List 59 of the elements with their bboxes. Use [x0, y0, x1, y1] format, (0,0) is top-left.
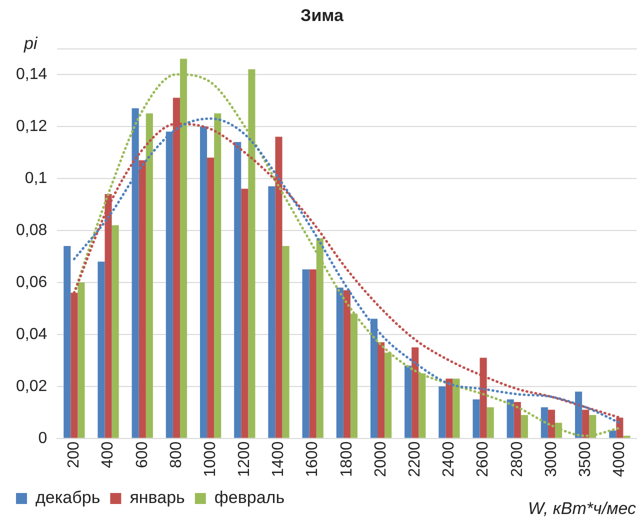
bar — [336, 288, 344, 438]
y-tick-label: 0,1 — [24, 170, 48, 187]
legend-label: январь — [130, 488, 186, 508]
bar — [609, 430, 616, 438]
y-axis-title: pi — [24, 34, 38, 54]
bar — [138, 160, 146, 438]
bar — [378, 342, 385, 438]
bar — [302, 269, 310, 438]
x-tick-label: 3500 — [576, 441, 594, 477]
bar — [98, 262, 105, 438]
x-tick-label: 2200 — [406, 441, 424, 477]
bar — [548, 410, 556, 438]
y-tick-label: 0,06 — [16, 274, 48, 291]
x-tick-label: 800 — [168, 441, 185, 468]
y-tick-label: 0 — [38, 430, 48, 447]
legend-label: февраль — [214, 488, 285, 508]
x-tick-label: 3000 — [542, 441, 560, 477]
x-tick-label: 1400 — [270, 441, 288, 477]
bar — [438, 386, 446, 438]
y-tick-label: 0,12 — [16, 118, 48, 135]
x-tick-label: 1200 — [236, 441, 254, 477]
bar — [486, 407, 494, 438]
x-tick-label: 2600 — [474, 441, 492, 477]
x-tick-label: 2400 — [440, 441, 458, 477]
bar — [268, 186, 276, 438]
bar — [200, 126, 208, 438]
x-tick-label: 400 — [100, 441, 117, 468]
bar — [309, 269, 316, 438]
bar — [282, 246, 290, 438]
bar — [506, 399, 514, 438]
bar — [404, 366, 412, 438]
x-tick-label: 2000 — [372, 441, 390, 477]
bar — [540, 407, 548, 438]
bar — [214, 113, 222, 438]
chart-title: Зима — [300, 6, 344, 25]
bar — [446, 378, 453, 438]
y-tick-label: 0,04 — [16, 326, 48, 343]
x-tick-label: 4000 — [611, 441, 628, 477]
x-axis-title: W, кВт*ч/мес — [528, 499, 636, 519]
bar — [241, 188, 248, 438]
bar — [472, 399, 480, 438]
y-tick-label: 0,14 — [16, 66, 48, 83]
y-tick-label: 0,02 — [16, 378, 48, 395]
x-tick-label: 1000 — [202, 441, 219, 477]
y-tick-label: 0,08 — [16, 222, 48, 239]
x-tick-label: 2800 — [508, 441, 526, 477]
bar — [207, 158, 214, 438]
bar — [146, 113, 153, 438]
bar — [343, 290, 350, 438]
bar — [64, 246, 71, 438]
bar — [412, 347, 419, 438]
x-tick-label: 200 — [66, 441, 83, 468]
x-tick-label: 1600 — [304, 441, 322, 477]
bar — [234, 142, 242, 438]
bar — [514, 402, 521, 438]
x-tick-label: 1800 — [338, 441, 356, 477]
x-tick-label: 600 — [134, 441, 151, 468]
bar — [112, 225, 119, 438]
legend-label: декабрь — [36, 488, 100, 508]
